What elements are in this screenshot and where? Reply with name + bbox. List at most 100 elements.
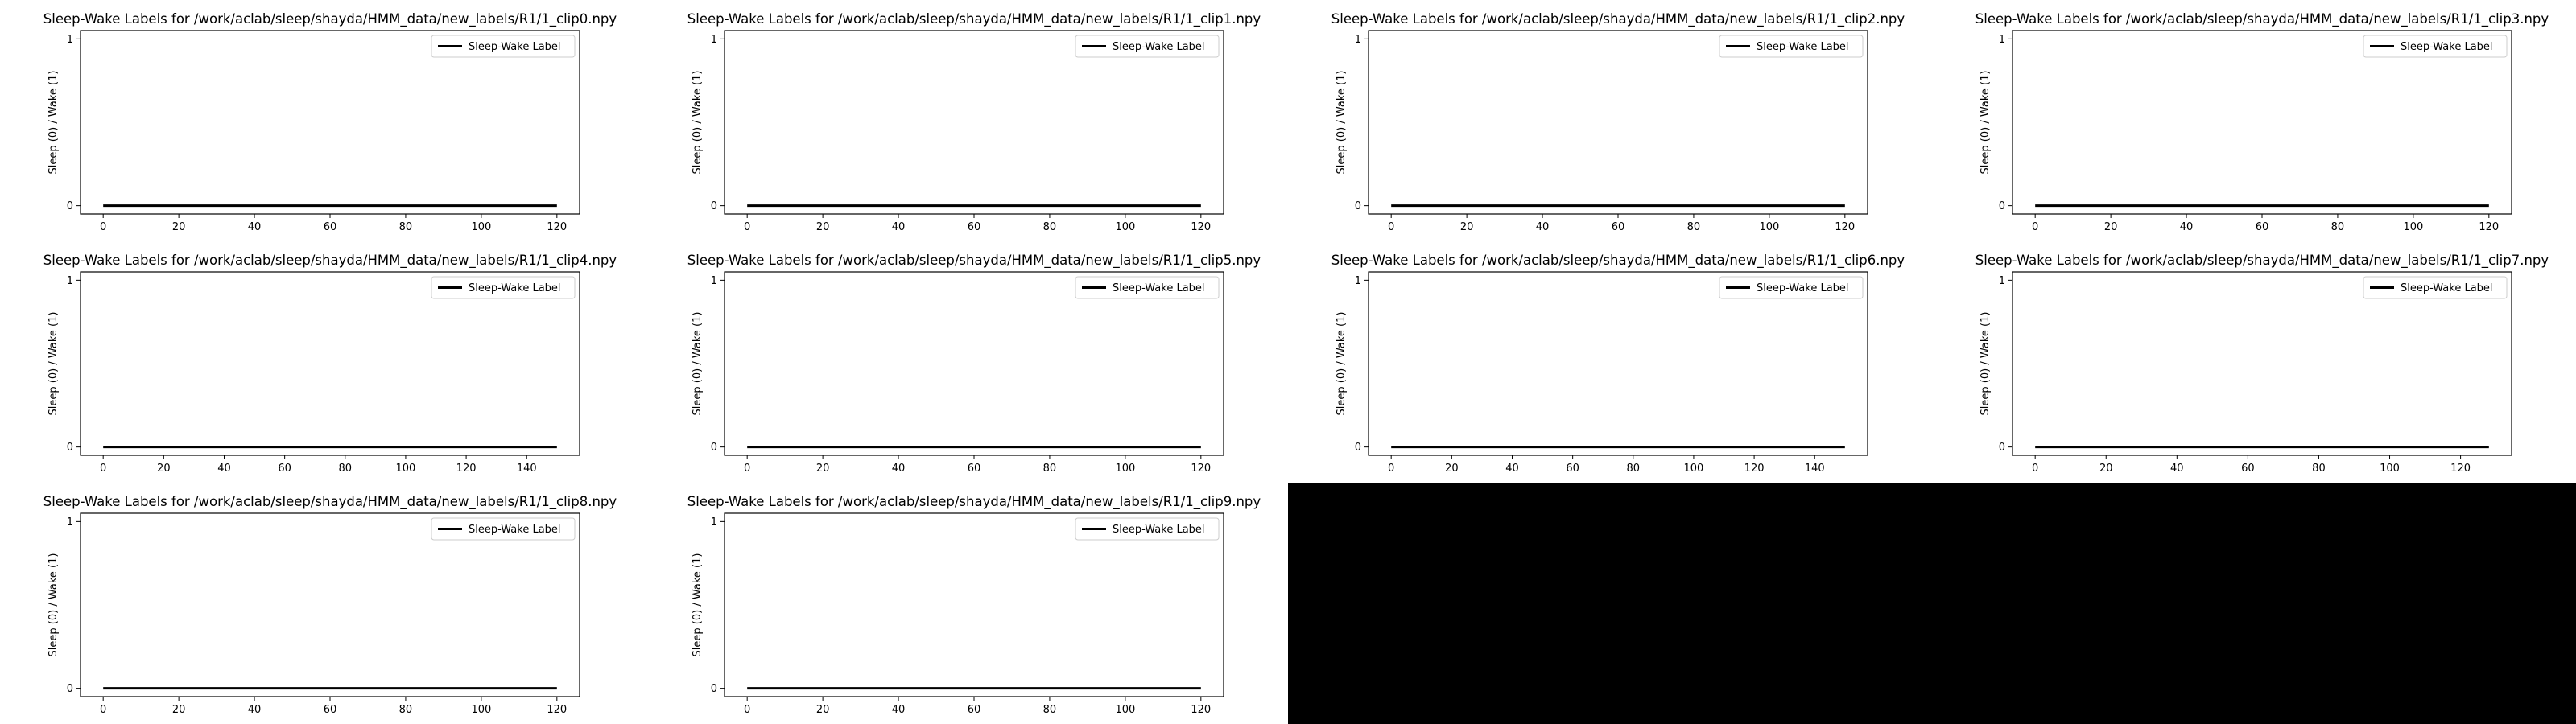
legend-label: Sleep-Wake Label: [1113, 282, 1205, 294]
legend-label: Sleep-Wake Label: [469, 41, 561, 53]
x-tick-label: 60: [324, 704, 337, 716]
legend: Sleep-Wake Label: [1075, 35, 1220, 58]
x-tick-label: 40: [892, 704, 906, 716]
y-axis-label: Sleep (0) / Wake (1): [47, 71, 60, 175]
legend: Sleep-Wake Label: [2363, 276, 2508, 299]
x-tick-label: 60: [2241, 463, 2255, 475]
legend-label: Sleep-Wake Label: [1113, 41, 1205, 53]
y-axis-label: Sleep (0) / Wake (1): [1979, 312, 1992, 416]
y-tick-label: 0: [711, 200, 717, 212]
legend-label: Sleep-Wake Label: [1757, 282, 1849, 294]
x-tick-label: 0: [2032, 221, 2038, 233]
y-tick-label: 0: [67, 200, 73, 212]
x-tick-label: 60: [1612, 221, 1625, 233]
x-tick-label: 120: [547, 704, 567, 716]
x-tick-label: 100: [1115, 463, 1135, 475]
axes-frame: [80, 512, 580, 697]
x-tick-label: 120: [547, 221, 567, 233]
chart-title: Sleep-Wake Labels for /work/aclab/sleep/…: [1975, 11, 2549, 27]
x-tick-label: 20: [816, 463, 830, 475]
legend-label: Sleep-Wake Label: [2401, 282, 2493, 294]
axes-frame: [724, 30, 1224, 215]
x-tick-label: 60: [968, 704, 981, 716]
x-tick-label: 40: [1505, 463, 1519, 475]
axes-frame: [724, 271, 1224, 456]
x-tick-label: 0: [100, 704, 106, 716]
chart-title: Sleep-Wake Labels for /work/aclab/sleep/…: [43, 253, 617, 269]
x-tick-label: 60: [278, 463, 291, 475]
y-tick-label: 1: [1355, 275, 1361, 287]
chart-title: Sleep-Wake Labels for /work/aclab/sleep/…: [1331, 11, 1905, 27]
legend-box: [431, 35, 576, 58]
legend: Sleep-Wake Label: [1719, 35, 1864, 58]
x-tick-label: 40: [1536, 221, 1550, 233]
y-axis-label: Sleep (0) / Wake (1): [1979, 71, 1992, 175]
x-tick-label: 60: [968, 463, 981, 475]
x-tick-label: 0: [100, 463, 106, 475]
chart-title: Sleep-Wake Labels for /work/aclab/sleep/…: [687, 494, 1261, 510]
y-axis-label: Sleep (0) / Wake (1): [1335, 312, 1348, 416]
subplot-9: Sleep-Wake Labels for /work/aclab/sleep/…: [687, 494, 1261, 716]
y-axis-label: Sleep (0) / Wake (1): [1335, 71, 1348, 175]
y-tick-label: 1: [1999, 34, 2005, 46]
legend-label: Sleep-Wake Label: [469, 524, 561, 536]
x-tick-label: 40: [892, 221, 906, 233]
x-tick-label: 80: [2312, 463, 2326, 475]
x-tick-label: 60: [968, 221, 981, 233]
subplot-0: Sleep-Wake Labels for /work/aclab/sleep/…: [43, 11, 617, 233]
y-tick-label: 0: [67, 442, 73, 454]
legend-box: [1075, 276, 1220, 299]
axes-frame: [80, 271, 580, 456]
x-tick-label: 100: [2380, 463, 2400, 475]
y-tick-label: 0: [1355, 200, 1361, 212]
x-tick-label: 0: [744, 704, 750, 716]
y-axis-label: Sleep (0) / Wake (1): [691, 553, 704, 657]
subplot-1: Sleep-Wake Labels for /work/aclab/sleep/…: [687, 11, 1261, 233]
x-tick-label: 20: [1445, 463, 1459, 475]
legend: Sleep-Wake Label: [431, 276, 576, 299]
chart-title: Sleep-Wake Labels for /work/aclab/sleep/…: [43, 494, 617, 510]
y-tick-label: 1: [1999, 275, 2005, 287]
subplot-3: Sleep-Wake Labels for /work/aclab/sleep/…: [1975, 11, 2549, 233]
x-tick-label: 40: [217, 463, 231, 475]
x-tick-label: 40: [892, 463, 906, 475]
x-tick-label: 60: [2256, 221, 2269, 233]
chart-title: Sleep-Wake Labels for /work/aclab/sleep/…: [43, 11, 617, 27]
x-tick-label: 100: [1115, 221, 1135, 233]
x-tick-label: 0: [1388, 221, 1394, 233]
y-tick-label: 0: [1999, 442, 2005, 454]
x-tick-label: 60: [1566, 463, 1579, 475]
x-tick-label: 80: [1043, 221, 1057, 233]
legend-label: Sleep-Wake Label: [2401, 41, 2493, 53]
axes-frame: [1368, 271, 1868, 456]
x-tick-label: 0: [100, 221, 106, 233]
x-tick-label: 20: [1460, 221, 1474, 233]
x-tick-label: 100: [2403, 221, 2423, 233]
subplot-5: Sleep-Wake Labels for /work/aclab/sleep/…: [687, 253, 1261, 475]
legend: Sleep-Wake Label: [2363, 35, 2508, 58]
y-tick-label: 1: [67, 516, 73, 529]
x-tick-label: 40: [248, 704, 262, 716]
legend: Sleep-Wake Label: [1719, 276, 1864, 299]
legend: Sleep-Wake Label: [431, 517, 576, 541]
y-tick-label: 1: [711, 516, 717, 529]
x-tick-label: 140: [1805, 463, 1825, 475]
x-tick-label: 100: [396, 463, 416, 475]
x-tick-label: 80: [1043, 463, 1057, 475]
x-tick-label: 40: [2170, 463, 2184, 475]
legend-label: Sleep-Wake Label: [1113, 524, 1205, 536]
x-tick-label: 20: [2099, 463, 2113, 475]
y-tick-label: 1: [67, 275, 73, 287]
legend-box: [1719, 276, 1864, 299]
legend-box: [1075, 517, 1220, 541]
empty-figure-area: [1288, 483, 2576, 724]
x-tick-label: 40: [2180, 221, 2194, 233]
y-tick-label: 1: [1355, 34, 1361, 46]
legend: Sleep-Wake Label: [1075, 517, 1220, 541]
x-tick-label: 100: [1759, 221, 1779, 233]
y-tick-label: 1: [67, 34, 73, 46]
legend-box: [431, 276, 576, 299]
x-tick-label: 120: [2479, 221, 2499, 233]
chart-title: Sleep-Wake Labels for /work/aclab/sleep/…: [687, 11, 1261, 27]
x-tick-label: 20: [816, 704, 830, 716]
